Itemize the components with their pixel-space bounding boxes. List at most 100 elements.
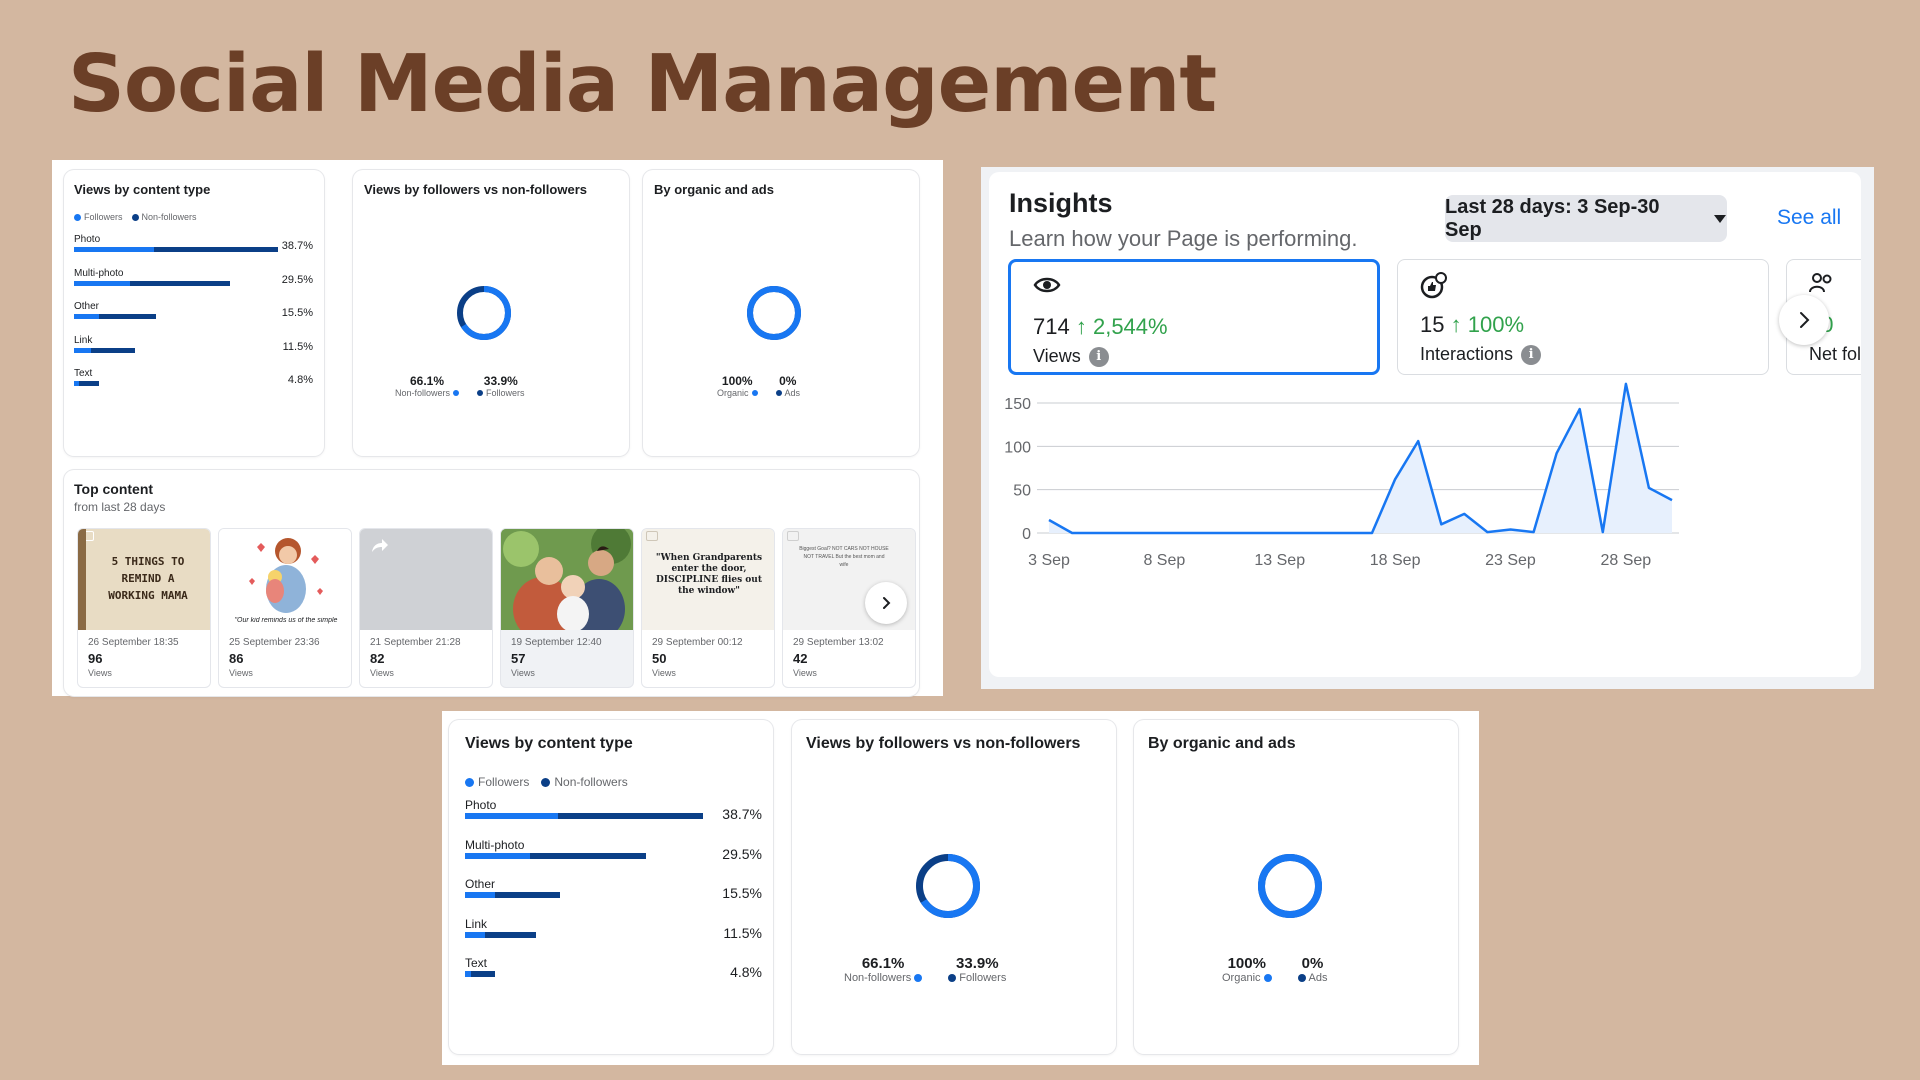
bar-followers-segment bbox=[465, 892, 495, 898]
legend-followers: Followers bbox=[465, 775, 529, 789]
insights-title: Insights bbox=[1009, 188, 1113, 218]
metric-interactions[interactable]: 15 ↑ 100% Interactions i bbox=[1397, 259, 1769, 375]
donut-chart bbox=[1258, 854, 1322, 918]
y-tick-label: 100 bbox=[1004, 439, 1031, 456]
dashboard-screenshot-top: Views by content type Followers Non-foll… bbox=[52, 160, 943, 696]
bar bbox=[465, 971, 495, 977]
content-type-card: Views by content type Followers Non-foll… bbox=[64, 170, 324, 456]
info-icon[interactable]: i bbox=[1088, 346, 1109, 367]
top-content-list: 5 THINGS TO REMIND A WORKING MAMA 26 Sep… bbox=[77, 528, 916, 688]
content-item[interactable]: 19 September 12:40 57 Views bbox=[500, 528, 634, 688]
bar-non-followers-segment bbox=[484, 931, 536, 938]
bar-followers-segment bbox=[74, 314, 100, 319]
views-line bbox=[1048, 382, 1673, 535]
stat-non-followers: 66.1% Non-followers bbox=[395, 374, 460, 398]
bar-label: Text bbox=[465, 956, 488, 970]
next-metrics-button[interactable] bbox=[1779, 295, 1829, 345]
metric-views[interactable]: 714 ↑ 2,544% Views i bbox=[1008, 259, 1380, 375]
post-image-text: 5 THINGS TO REMIND A WORKING MAMA bbox=[108, 555, 188, 602]
bar-label: Multi-photo bbox=[465, 837, 525, 852]
photo-icon bbox=[787, 531, 799, 541]
bar-value: 11.5% bbox=[282, 340, 313, 353]
bar bbox=[465, 813, 703, 819]
content-item[interactable]: 5 THINGS TO REMIND A WORKING MAMA 26 Sep… bbox=[77, 528, 211, 688]
donut-chart bbox=[457, 286, 511, 340]
bar-label: Other bbox=[74, 301, 100, 312]
bar-row: Other 15.5% bbox=[465, 877, 762, 902]
info-icon[interactable]: i bbox=[1521, 344, 1542, 365]
followers-stats: 66.1% Non-followers 33.9% Followers bbox=[844, 955, 1006, 984]
metric-value: 714 ↑ 2,544% bbox=[1033, 314, 1168, 339]
bar bbox=[74, 314, 156, 319]
ads-dot-icon bbox=[775, 390, 782, 396]
date-range-label: Last 28 days: 3 Sep-30 Sep bbox=[1445, 195, 1660, 241]
metric-value: 15 ↑ 100% bbox=[1420, 312, 1525, 337]
image-edge bbox=[78, 529, 86, 630]
content-item[interactable]: "Our kid reminds us of the simple 25 Sep… bbox=[218, 528, 352, 688]
followers-dot-icon bbox=[74, 213, 81, 221]
followers-dot-icon bbox=[948, 974, 957, 982]
followers-donut bbox=[916, 854, 980, 923]
bar-non-followers-segment bbox=[153, 247, 278, 252]
bar-value: 29.5% bbox=[281, 273, 313, 286]
card-title: Views by content type bbox=[74, 182, 211, 197]
non-followers-dot-icon bbox=[131, 213, 139, 221]
chevron-right-icon bbox=[883, 597, 891, 609]
dashboard-screenshot-bottom: Views by content type Followers Non-foll… bbox=[442, 711, 1479, 1065]
bar-row: Text 4.8% bbox=[74, 368, 313, 390]
legend: Followers Non-followers bbox=[74, 212, 197, 222]
non-followers-dot-icon bbox=[453, 390, 460, 396]
family-illustration-icon bbox=[249, 538, 323, 613]
bar-row: Multi-photo 29.5% bbox=[465, 838, 762, 863]
date-range-dropdown[interactable]: Last 28 days: 3 Sep-30 Sep bbox=[1445, 195, 1727, 242]
stat-ads: 0% Ads bbox=[775, 374, 800, 398]
views-area bbox=[1049, 383, 1672, 533]
organic-dot-icon bbox=[751, 390, 758, 396]
page-title: Social Media Management bbox=[68, 38, 1217, 130]
legend-followers: Followers bbox=[74, 212, 123, 222]
photo-icon bbox=[646, 531, 658, 541]
bar-followers-segment bbox=[465, 931, 485, 938]
donut-primary-slice bbox=[916, 854, 980, 918]
organic-stats: 100% Organic 0% Ads bbox=[1222, 955, 1328, 984]
bar-followers-segment bbox=[465, 813, 558, 819]
stat-organic: 100% Organic bbox=[1222, 955, 1272, 984]
bar-row: Photo 38.7% bbox=[74, 234, 313, 256]
card-title: By organic and ads bbox=[1148, 735, 1296, 752]
bar-non-followers-segment bbox=[557, 813, 703, 819]
bar-value: 29.5% bbox=[722, 845, 762, 862]
organic-ads-card: By organic and ads 100% Organic 0% Ads bbox=[1134, 720, 1458, 1054]
post-image: 5 THINGS TO REMIND A WORKING MAMA bbox=[78, 529, 210, 630]
content-item[interactable]: "When Grandparents enter the door, DISCI… bbox=[641, 528, 775, 688]
bar-label: Link bbox=[74, 334, 93, 346]
next-content-button[interactable] bbox=[865, 582, 907, 624]
donut-primary-slice bbox=[747, 286, 801, 340]
followers-split-card: Views by followers vs non-followers 66.1… bbox=[353, 170, 629, 456]
non-followers-dot-icon bbox=[914, 974, 923, 982]
card-title: By organic and ads bbox=[654, 182, 774, 197]
content-item[interactable]: 21 September 21:28 82 Views bbox=[359, 528, 493, 688]
legend-non-followers: Non-followers bbox=[131, 212, 197, 222]
like-icon bbox=[1420, 272, 1447, 299]
x-tick-label: 18 Sep bbox=[1370, 552, 1421, 569]
metric-label: Views i bbox=[1033, 346, 1109, 367]
followers-donut bbox=[457, 286, 511, 345]
donut-chart bbox=[916, 854, 980, 918]
x-tick-label: 28 Sep bbox=[1600, 552, 1651, 569]
chevron-right-icon bbox=[1800, 312, 1810, 328]
donut-primary-slice bbox=[457, 286, 511, 340]
metric-label: Net fol bbox=[1809, 344, 1861, 364]
see-all-link[interactable]: See all bbox=[1777, 206, 1842, 229]
ads-dot-icon bbox=[1297, 974, 1306, 982]
post-image-text: "When Grandparents enter the door, DISCI… bbox=[655, 553, 763, 596]
followers-dot-icon bbox=[477, 390, 484, 396]
organic-ads-card: By organic and ads 100% Organic 0% Ads bbox=[643, 170, 919, 456]
y-tick-label: 50 bbox=[1013, 483, 1031, 500]
trend-up: ↑ 2,544% bbox=[1075, 314, 1168, 339]
trend-up: ↑ 100% bbox=[1450, 312, 1525, 337]
metric-label: Interactions i bbox=[1420, 344, 1542, 365]
bar-row: Link 11.5% bbox=[74, 335, 313, 357]
bar-label: Text bbox=[74, 368, 93, 379]
bar-followers-segment bbox=[74, 280, 130, 286]
bar-non-followers-segment bbox=[90, 347, 135, 353]
